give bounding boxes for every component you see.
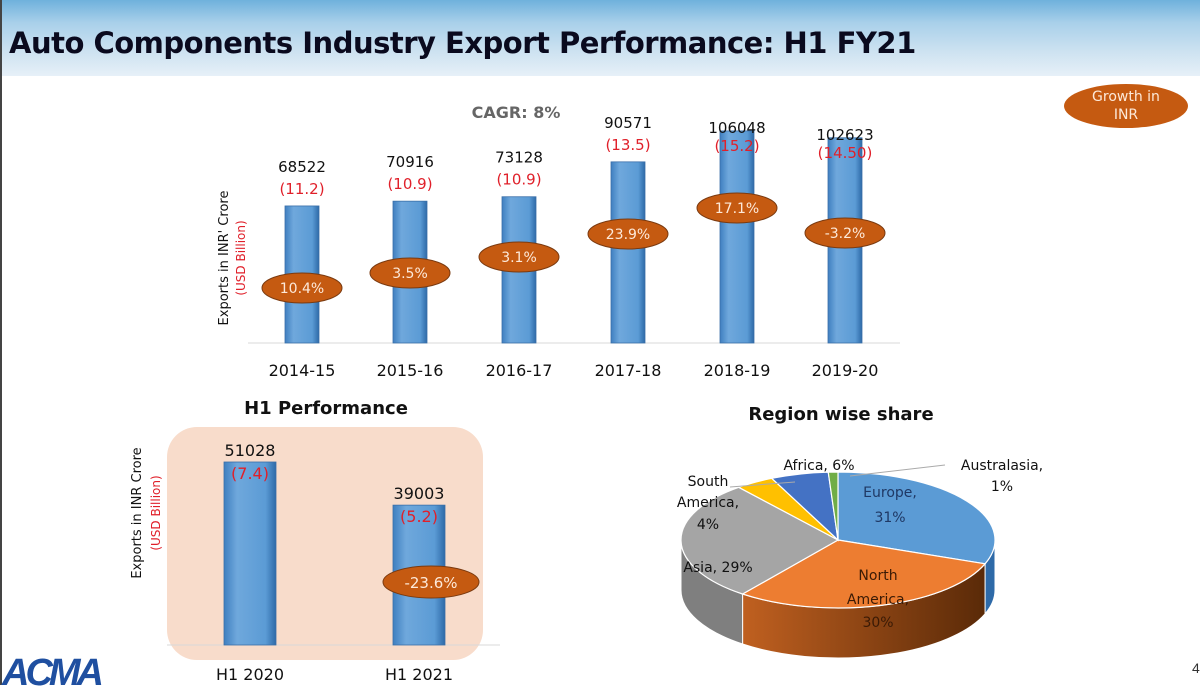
- pie-label-line: Africa, 6%: [783, 458, 854, 474]
- usd-label: (14.50): [818, 144, 873, 162]
- x-tick-label: 2019-20: [812, 361, 879, 380]
- value-label: 106048: [708, 119, 765, 137]
- growth-badge-line2: INR: [1114, 107, 1139, 123]
- pie-label: Africa, 6%: [783, 458, 854, 474]
- pie-label-line: Australasia,: [961, 458, 1043, 474]
- x-tick-label: H1 2020: [216, 665, 284, 684]
- y-axis-label-secondary: (USD Billion): [149, 475, 163, 550]
- acma-logo: ACMA: [2, 652, 104, 694]
- leader-line: [729, 481, 796, 488]
- growth-label-ellipse: [696, 192, 778, 224]
- growth-label: 3.1%: [501, 250, 537, 266]
- x-tick-label: H1 2021: [385, 665, 453, 684]
- pie-label-line: America,: [677, 495, 739, 511]
- value-label: 90571: [604, 114, 652, 132]
- growth-label-ellipse: [587, 218, 669, 250]
- growth-label-ellipse: [478, 241, 560, 273]
- y-axis-label: Exports in INR Crore: [130, 447, 145, 578]
- page-number: 4: [1192, 660, 1200, 676]
- pie-label-line: 4%: [697, 517, 719, 533]
- bar-2018-19: [719, 130, 755, 344]
- pie-label-line: 1%: [991, 479, 1013, 495]
- bar-2017-18: [610, 161, 646, 344]
- pie-label-line: Asia, 29%: [683, 560, 752, 576]
- y-axis-label-secondary: (USD Billion): [234, 220, 248, 295]
- pie-label-line: America,: [847, 592, 909, 608]
- x-tick-label: 2015-16: [377, 361, 444, 380]
- pie-label: Europe, 31%: [863, 485, 917, 526]
- x-tick-label: 2018-19: [704, 361, 771, 380]
- pie-slice-europe: [837, 471, 996, 565]
- value-label: 73128: [495, 149, 543, 167]
- pie-label: South America, 4%: [677, 474, 739, 533]
- x-tick-label: 2017-18: [595, 361, 662, 380]
- x-tick-label: 2016-17: [486, 361, 553, 380]
- pie-label: Asia, 29%: [683, 560, 752, 576]
- value-label: 102623: [816, 126, 873, 144]
- growth-label-ellipse: [369, 257, 451, 289]
- pie-label: Australasia, 1%: [961, 458, 1043, 495]
- growth-label-ellipse: [382, 565, 480, 599]
- pie-label-line: Europe,: [863, 485, 917, 501]
- usd-label: (5.2): [400, 507, 438, 526]
- usd-label: (11.2): [279, 180, 324, 198]
- leader-line: [849, 464, 946, 477]
- value-label: 68522: [278, 158, 326, 176]
- pie-label-line: 30%: [862, 615, 893, 631]
- growth-label: -3.2%: [825, 226, 866, 242]
- cagr-annotation: CAGR: 8%: [472, 103, 561, 122]
- growth-label: 17.1%: [715, 201, 759, 217]
- growth-label: 10.4%: [280, 281, 324, 297]
- x-tick-label: 2014-15: [269, 361, 336, 380]
- pie-label-line: 31%: [874, 510, 905, 526]
- growth-label-ellipse: [261, 272, 343, 304]
- pie-title: Region wise share: [748, 404, 933, 425]
- growth-label: 23.9%: [606, 227, 650, 243]
- value-label: 51028: [225, 441, 276, 460]
- pie-slice-north-america: [741, 539, 987, 609]
- value-label: 39003: [394, 484, 445, 503]
- growth-badge-line1: Growth in: [1092, 89, 1160, 105]
- growth-badge-ellipse: [1064, 84, 1188, 128]
- h1-chart-title: H1 Performance: [244, 398, 408, 419]
- pie-label-line: North: [858, 568, 897, 584]
- pie-label-line: South: [688, 474, 729, 490]
- value-label: 70916: [386, 153, 434, 171]
- page-title: Auto Components Industry Export Performa…: [9, 26, 916, 60]
- growth-label-ellipse: [804, 217, 886, 249]
- pie-slice-asia: [680, 486, 840, 595]
- usd-label: (10.9): [387, 175, 432, 193]
- growth-label: -23.6%: [404, 574, 457, 592]
- usd-label: (13.5): [605, 136, 650, 154]
- usd-label: (10.9): [496, 171, 541, 189]
- bar-H1 2020: [223, 461, 277, 646]
- slide-header: [0, 0, 1200, 76]
- usd-label: (15.2): [714, 137, 759, 155]
- pie-slice-australasia: [827, 471, 839, 541]
- pie-label: North America, 30%: [847, 568, 909, 631]
- slide-border: [0, 0, 2, 685]
- growth-label: 3.5%: [392, 266, 428, 282]
- usd-label: (7.4): [231, 464, 269, 483]
- y-axis-label: Exports in INR' Crore: [217, 191, 232, 326]
